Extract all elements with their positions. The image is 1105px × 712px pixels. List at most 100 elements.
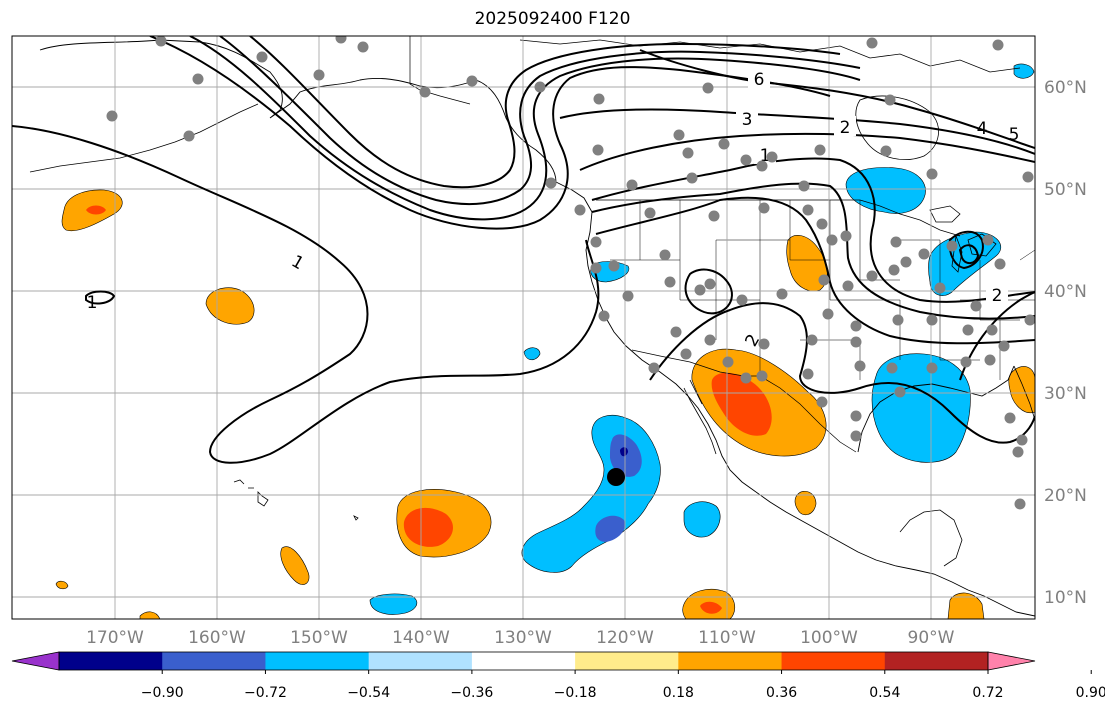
station-dot bbox=[918, 248, 930, 260]
contour-label: 1 bbox=[87, 293, 98, 313]
contour-line bbox=[595, 196, 1035, 345]
station-dot bbox=[802, 368, 814, 380]
anomaly-orange-mexico bbox=[794, 491, 817, 516]
longitude-labels: 170°W 160°W 150°W 140°W 130°W 120°W 110°… bbox=[86, 628, 955, 648]
small-island bbox=[353, 515, 359, 521]
yucatan bbox=[899, 509, 963, 567]
station-dot bbox=[574, 204, 586, 216]
station-dot bbox=[822, 308, 834, 320]
anomaly-blue-dark-1 bbox=[610, 434, 642, 477]
contour-line bbox=[12, 125, 600, 464]
baja-peninsula bbox=[683, 379, 717, 455]
contour-line bbox=[85, 290, 116, 305]
colorbar-swatch bbox=[12, 652, 59, 670]
station-dot bbox=[590, 236, 602, 248]
station-dot bbox=[664, 276, 676, 288]
station-dot bbox=[466, 75, 478, 87]
contour-line bbox=[591, 182, 1035, 320]
contour-label-bg bbox=[834, 116, 856, 136]
colorbar-frame bbox=[58, 651, 989, 671]
station-dot bbox=[155, 36, 167, 47]
station-dot bbox=[766, 151, 778, 163]
colorbar-tick-label: −0.90 bbox=[141, 685, 184, 701]
station-dot bbox=[994, 258, 1006, 270]
station-dot bbox=[756, 160, 768, 172]
station-dot bbox=[890, 236, 902, 248]
station-dot bbox=[183, 130, 195, 142]
station-dot bbox=[1016, 434, 1028, 446]
station-dot bbox=[946, 240, 958, 252]
colorbar-swatch bbox=[575, 652, 679, 670]
colorbar-tick-label: 0.54 bbox=[869, 685, 900, 701]
anomaly-orange-dot-west bbox=[55, 580, 69, 590]
station-dot bbox=[934, 282, 946, 294]
station-dot bbox=[816, 396, 828, 408]
station-dot bbox=[626, 179, 638, 191]
station-markers bbox=[106, 36, 1035, 510]
station-dot bbox=[686, 172, 698, 184]
station-dot bbox=[814, 144, 826, 156]
colorbar-tick-label: 0.18 bbox=[663, 685, 694, 701]
station-dot bbox=[850, 410, 862, 422]
station-dot bbox=[534, 81, 546, 93]
station-dot bbox=[866, 37, 878, 49]
station-dot bbox=[590, 262, 602, 274]
latitude-labels: 60°N 50°N 40°N 30°N 20°N 10°N bbox=[1044, 78, 1087, 608]
station-dot bbox=[970, 300, 982, 312]
station-dot bbox=[894, 386, 906, 398]
station-dot bbox=[866, 270, 878, 282]
colorbar-tick-label: −0.54 bbox=[347, 685, 390, 701]
station-dot bbox=[926, 362, 938, 374]
station-dot bbox=[192, 73, 204, 85]
colorbar-tick-label: 0.72 bbox=[972, 685, 1003, 701]
colorbar-swatch bbox=[471, 652, 576, 670]
station-dot bbox=[842, 280, 854, 292]
latitude-label: 40°N bbox=[1044, 282, 1087, 302]
contour-line bbox=[649, 302, 1035, 444]
anomaly-orange-south-east bbox=[947, 592, 985, 619]
contour-line bbox=[958, 244, 980, 264]
anomaly-orange-central-pacific bbox=[205, 287, 255, 325]
colorbar-tick-label: 0.36 bbox=[766, 685, 797, 701]
station-dot bbox=[960, 356, 972, 368]
station-dot bbox=[962, 324, 974, 336]
station-dot bbox=[854, 360, 866, 372]
station-dot bbox=[776, 288, 788, 300]
florida bbox=[1013, 365, 1035, 421]
contour-line bbox=[249, 36, 841, 189]
longitude-label: 90°W bbox=[908, 628, 955, 648]
latitude-label: 50°N bbox=[1044, 180, 1087, 200]
longitude-label: 100°W bbox=[800, 628, 858, 648]
contour-line bbox=[559, 108, 1035, 155]
mexico-coast bbox=[755, 491, 1035, 617]
station-dot bbox=[886, 362, 898, 374]
contour-line bbox=[149, 36, 831, 230]
contour-label: 5 bbox=[1009, 125, 1020, 145]
anomaly-navy-core bbox=[620, 447, 628, 457]
station-dot bbox=[758, 202, 770, 214]
contour-line bbox=[959, 291, 1035, 381]
anomaly-orange-plains bbox=[786, 235, 828, 292]
contour-line bbox=[579, 132, 1035, 171]
contour-line bbox=[684, 268, 733, 315]
anomaly-orange-south-pacific bbox=[280, 546, 310, 585]
station-dot bbox=[740, 154, 752, 166]
contour-label-bg bbox=[736, 108, 758, 128]
colorbar-swatch bbox=[781, 652, 886, 670]
station-dot bbox=[892, 314, 904, 326]
anomaly-blue-gulf bbox=[871, 353, 971, 463]
colorbar-tick-label: −0.72 bbox=[244, 685, 287, 701]
aleutian-chain bbox=[29, 103, 259, 173]
latitude-label: 60°N bbox=[1044, 78, 1087, 98]
latitude-label: 10°N bbox=[1044, 588, 1087, 608]
anomaly-orange-small-south bbox=[139, 611, 161, 619]
station-dot bbox=[608, 260, 620, 272]
station-dot bbox=[419, 86, 431, 98]
longitude-label: 150°W bbox=[290, 628, 348, 648]
contour-label: 1 bbox=[760, 146, 771, 166]
longitude-label: 140°W bbox=[392, 628, 450, 648]
station-dot bbox=[998, 340, 1010, 352]
colorbar-swatch bbox=[162, 652, 266, 670]
station-dot bbox=[670, 326, 682, 338]
